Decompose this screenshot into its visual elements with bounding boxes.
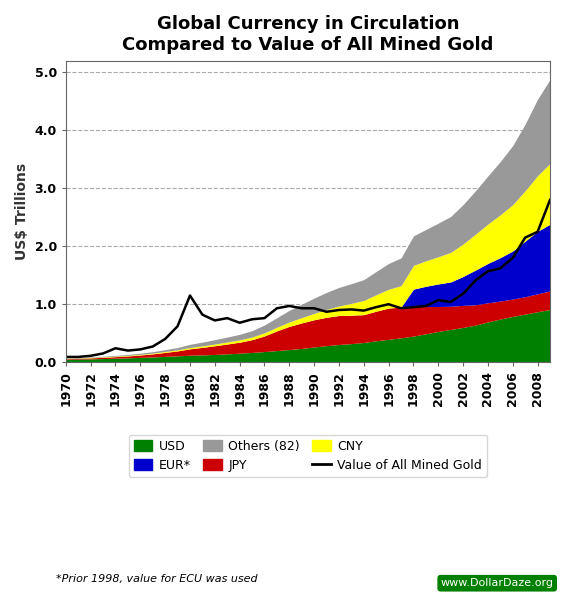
Value of All Mined Gold [298,305,305,312]
Value of All Mined Gold [87,352,94,359]
Value of All Mined Gold [311,305,318,312]
Value of All Mined Gold [174,323,181,330]
Y-axis label: US$ Trillions: US$ Trillions [15,163,29,260]
Value of All Mined Gold [261,314,268,322]
Legend: USD, EUR*, Others (82), JPY, CNY, Value of All Mined Gold: USD, EUR*, Others (82), JPY, CNY, Value … [129,435,487,477]
Value of All Mined Gold [534,228,541,235]
Value of All Mined Gold [236,319,243,326]
Value of All Mined Gold [336,307,342,314]
Value of All Mined Gold [249,316,255,323]
Value of All Mined Gold [75,353,81,361]
Value of All Mined Gold [510,255,516,262]
Value of All Mined Gold [323,308,330,315]
Value of All Mined Gold [199,311,206,318]
Value of All Mined Gold [423,302,429,310]
Value of All Mined Gold [447,298,454,305]
Value of All Mined Gold [162,335,168,343]
Value of All Mined Gold [99,350,106,357]
Title: Global Currency in Circulation
Compared to Value of All Mined Gold: Global Currency in Circulation Compared … [122,15,494,54]
Value of All Mined Gold [124,347,131,354]
Value of All Mined Gold [149,343,156,350]
Line: Value of All Mined Gold: Value of All Mined Gold [66,200,550,357]
Value of All Mined Gold [522,234,529,241]
Value of All Mined Gold [435,297,442,304]
Value of All Mined Gold [286,302,293,310]
Value of All Mined Gold [211,317,218,324]
Value of All Mined Gold [63,353,69,361]
Value of All Mined Gold [348,306,355,313]
Value of All Mined Gold [497,265,504,272]
Value of All Mined Gold [373,304,380,311]
Value of All Mined Gold [112,344,119,352]
Value of All Mined Gold [137,346,144,353]
Value of All Mined Gold [460,290,467,297]
Value of All Mined Gold [410,304,417,311]
Value of All Mined Gold [186,292,193,299]
Value of All Mined Gold [360,307,367,314]
Value of All Mined Gold [472,277,479,284]
Value of All Mined Gold [385,301,392,308]
Value of All Mined Gold [485,268,492,275]
Value of All Mined Gold [273,305,280,312]
Value of All Mined Gold [224,314,231,322]
Value of All Mined Gold [546,196,553,204]
Value of All Mined Gold [398,305,405,312]
Text: www.DollarDaze.org: www.DollarDaze.org [441,578,554,588]
Text: *Prior 1998, value for ECU was used: *Prior 1998, value for ECU was used [56,574,258,584]
